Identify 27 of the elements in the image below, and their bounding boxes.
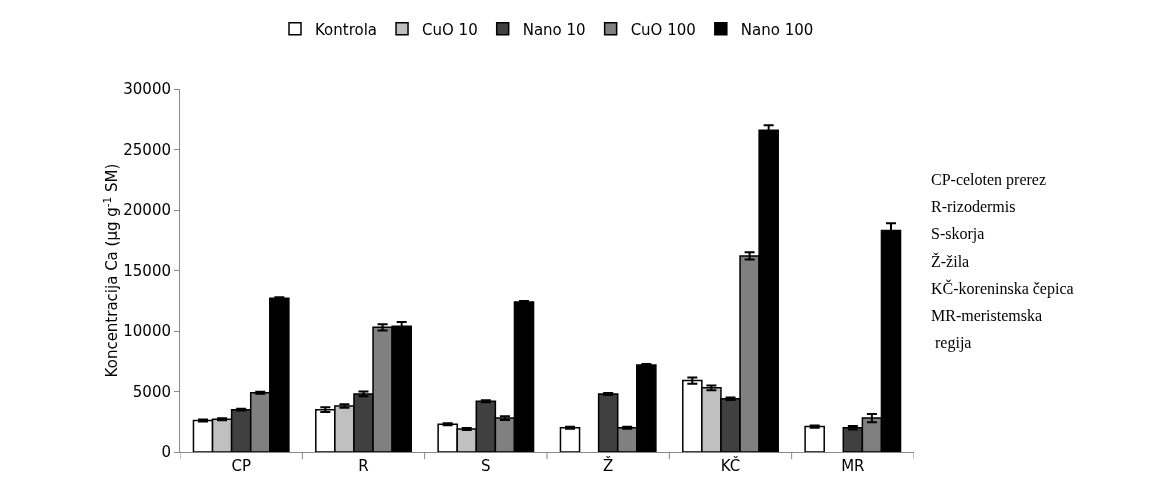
y-tick-label: 10000	[123, 322, 171, 341]
x-tick-label: Ž	[603, 456, 614, 475]
text: MR-meristemska	[931, 307, 1043, 324]
y-tick-label: 5000	[132, 382, 171, 401]
text: KČ-koreninska čepica	[931, 279, 1074, 298]
text: R-rizodermis	[931, 198, 1016, 215]
x-tick-label: CP	[231, 457, 251, 475]
y-tick-label: 0	[161, 443, 171, 462]
bar	[804, 425, 825, 452]
bar	[559, 427, 581, 452]
legend-label: Nano 100	[740, 20, 814, 39]
y-tick-label: 15000	[123, 261, 171, 280]
text: S-skorja	[931, 225, 985, 243]
text: Ž-žila	[931, 252, 970, 270]
y-tick-label: 25000	[123, 140, 171, 159]
text: regija	[931, 334, 972, 352]
x-tick-label: R	[358, 457, 369, 475]
x-tick-label: MR	[841, 457, 865, 475]
y-tick-label: 20000	[123, 201, 171, 220]
x-tick-label: S	[481, 457, 491, 475]
text: CP-celoten prerez	[931, 171, 1047, 189]
legend-label: CuO 100	[630, 20, 696, 39]
y-tick-label: 30000	[123, 80, 171, 99]
legend-label: CuO 10	[422, 20, 478, 39]
legend-label: Nano 10	[522, 20, 586, 39]
legend-label: Kontrola	[315, 20, 378, 39]
x-tick-label: KČ	[720, 456, 741, 475]
